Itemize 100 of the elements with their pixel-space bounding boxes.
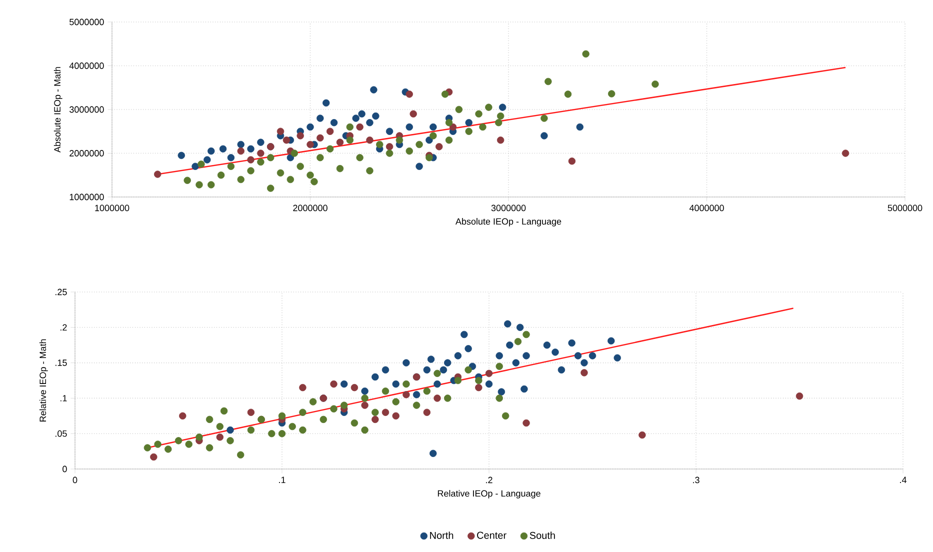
point (652, 80, 659, 88)
point (406, 90, 413, 98)
point (247, 408, 255, 416)
point (154, 440, 162, 448)
y-tick-label: 3000000 (70, 106, 104, 113)
x-tick-label: 4000000 (689, 204, 724, 212)
x-tick-label: 2000000 (293, 204, 328, 212)
point (372, 416, 379, 424)
y-tick-label: 2000000 (70, 150, 104, 156)
point (454, 376, 462, 384)
point (543, 342, 551, 349)
y-tick-label: 1000000 (70, 194, 104, 200)
point (247, 426, 255, 434)
point (392, 412, 400, 420)
point (423, 388, 431, 395)
point (185, 440, 192, 448)
x-tick-label: .1 (279, 476, 286, 483)
point (568, 339, 576, 347)
point (382, 408, 390, 416)
point (444, 394, 452, 402)
point (444, 359, 452, 366)
point (309, 398, 317, 406)
point (237, 176, 244, 184)
point (574, 352, 582, 360)
point (498, 104, 506, 111)
point (479, 123, 486, 131)
point (564, 90, 572, 98)
point (366, 119, 374, 126)
point (410, 110, 417, 118)
point (198, 160, 205, 168)
point (196, 181, 203, 188)
point (267, 184, 274, 192)
y-axis-title: Absolute IEOp - Math (54, 67, 62, 152)
legend-label: South (530, 532, 555, 539)
point (423, 408, 431, 416)
point (276, 169, 284, 177)
point (506, 342, 514, 349)
point (522, 352, 530, 360)
point (392, 398, 400, 406)
point (164, 446, 172, 453)
point (310, 178, 318, 186)
point (336, 138, 344, 146)
point (320, 416, 328, 424)
point (278, 412, 286, 420)
point (638, 431, 646, 439)
point (306, 123, 314, 131)
point (441, 90, 449, 98)
point (276, 128, 284, 135)
point (174, 437, 182, 444)
point (350, 419, 358, 427)
point (496, 136, 504, 144)
point (392, 380, 400, 388)
point (372, 408, 379, 416)
point (445, 136, 453, 144)
point (326, 145, 334, 152)
x-tick-label: 3000000 (491, 204, 526, 212)
x-tick-label: 1000000 (95, 204, 130, 212)
point (144, 444, 152, 452)
point (465, 128, 472, 135)
point (330, 119, 338, 126)
point (216, 422, 224, 430)
point (150, 453, 158, 461)
point (540, 132, 548, 140)
point (423, 366, 431, 374)
x-axis-title: Relative IEOp - Language (438, 490, 540, 498)
point (475, 376, 482, 384)
point (220, 407, 228, 415)
y-tick-label: 0 (62, 466, 67, 472)
point (306, 172, 314, 179)
point (226, 426, 234, 434)
point (316, 154, 324, 162)
point (237, 147, 244, 155)
point (227, 162, 235, 170)
point (494, 119, 502, 126)
point (366, 136, 374, 144)
legend-label: North (430, 532, 454, 539)
y-tick-label: 5000000 (70, 18, 104, 26)
point (426, 154, 433, 162)
point (346, 136, 354, 144)
point (326, 128, 334, 135)
point (460, 330, 468, 338)
y-tick-label: 4000000 (69, 62, 104, 69)
point (219, 145, 227, 152)
point (372, 112, 380, 120)
point (247, 167, 254, 174)
point (278, 430, 286, 438)
y-tick-label: .1 (60, 395, 67, 402)
point (498, 388, 506, 396)
point (184, 176, 191, 184)
point (208, 181, 215, 188)
point (464, 345, 472, 352)
point (290, 150, 298, 157)
point (386, 143, 394, 150)
point (299, 426, 306, 434)
point (352, 114, 360, 122)
point (485, 104, 492, 111)
point (206, 416, 214, 424)
point (608, 90, 616, 98)
point (346, 123, 354, 131)
point (416, 140, 423, 148)
